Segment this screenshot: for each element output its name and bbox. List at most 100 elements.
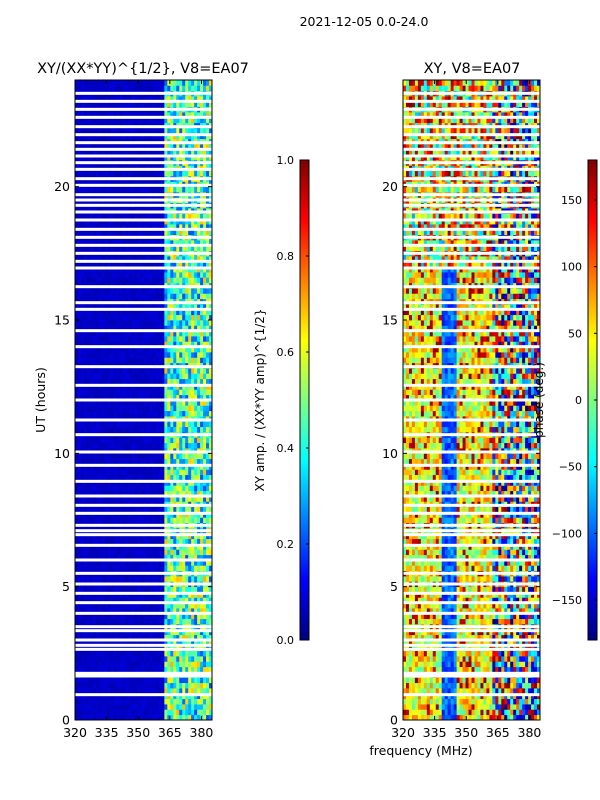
heatmap-cell: [179, 496, 183, 502]
heatmap-cell: [83, 496, 88, 502]
heatmap-cell: [128, 368, 132, 374]
heatmap-cell: [170, 634, 174, 641]
heatmap-cell: [146, 688, 150, 694]
heatmap-cell: [194, 597, 198, 604]
heatmap-cell: [92, 240, 97, 246]
heatmap-cell: [197, 256, 201, 262]
heatmap-cell: [155, 218, 159, 225]
heatmap-cell: [113, 618, 118, 625]
heatmap-cell: [113, 538, 118, 545]
heatmap-cell: [179, 586, 183, 593]
heatmap-cell: [83, 437, 88, 444]
heatmap-cell: [185, 261, 189, 268]
heatmap-cell: [137, 490, 141, 497]
heatmap-cell: [101, 224, 106, 230]
heatmap-cell: [155, 714, 159, 721]
heatmap-cell: [119, 266, 124, 273]
heatmap-cell: [89, 352, 94, 358]
heatmap-cell: [98, 336, 103, 342]
heatmap-cell: [89, 218, 94, 225]
heatmap-cell: [80, 368, 85, 374]
heatmap-cell: [191, 549, 195, 556]
heatmap-cell: [140, 304, 144, 310]
heatmap-cell: [161, 149, 165, 156]
heatmap-cell: [185, 426, 189, 433]
heatmap-cell: [140, 405, 144, 412]
heatmap-cell: [131, 325, 135, 332]
heatmap-cell: [83, 474, 88, 481]
heatmap-cell: [107, 656, 112, 662]
heatmap-cell: [107, 602, 112, 609]
heatmap-cell: [188, 480, 192, 486]
heatmap-cell: [134, 261, 138, 268]
heatmap-cell: [152, 640, 156, 646]
heatmap-cell: [122, 544, 127, 550]
heatmap-cell: [134, 373, 138, 380]
heatmap-cell: [209, 506, 213, 513]
heatmap-cell: [179, 608, 183, 614]
heatmap-cell: [101, 597, 106, 604]
heatmap-cell: [143, 144, 147, 150]
heatmap-cell: [200, 218, 204, 225]
heatmap-cell: [107, 154, 112, 161]
heatmap-cell: [92, 426, 97, 433]
heatmap-cell: [185, 704, 189, 710]
heatmap-cell: [161, 608, 165, 614]
heatmap-cell: [161, 352, 165, 358]
heatmap-cell: [95, 602, 100, 609]
heatmap-cell: [98, 634, 103, 641]
heatmap-cell: [107, 218, 112, 225]
heatmap-cell: [170, 272, 174, 278]
heatmap-cell: [131, 608, 135, 614]
heatmap-cell: [119, 597, 124, 604]
heatmap-cell: [191, 330, 195, 337]
heatmap-cell: [206, 357, 210, 364]
heatmap-cell: [137, 682, 141, 689]
heatmap-cell: [182, 400, 186, 406]
heatmap-cell: [161, 544, 165, 550]
heatmap-cell: [185, 677, 189, 684]
heatmap-cell: [173, 170, 177, 177]
page-title: 2021-12-05 0.0-24.0: [300, 14, 429, 29]
heatmap-cell: [173, 410, 177, 417]
heatmap-cell: [113, 186, 118, 193]
heatmap-cell: [173, 144, 177, 150]
heatmap-cell: [191, 560, 195, 566]
heatmap-cell: [191, 704, 195, 710]
heatmap-cell: [83, 464, 88, 470]
heatmap-cell: [194, 325, 198, 332]
heatmap-cell: [134, 186, 138, 193]
heatmap-cell: [158, 384, 162, 390]
heatmap-cell: [77, 469, 82, 476]
heatmap-cell: [116, 490, 121, 497]
heatmap-cell: [203, 496, 207, 502]
heatmap-cell: [188, 341, 192, 348]
heatmap-cell: [86, 266, 91, 273]
heatmap-cell: [80, 549, 85, 556]
heatmap-cell: [75, 682, 79, 689]
heatmap-cell: [134, 496, 138, 502]
heatmap-cell: [149, 485, 153, 492]
heatmap-cell: [197, 597, 201, 604]
heatmap-cell: [182, 378, 186, 385]
heatmap-cell: [104, 224, 109, 230]
heatmap-cell: [125, 442, 130, 449]
heatmap-cell: [80, 330, 85, 337]
heatmap-cell: [140, 229, 144, 236]
heatmap-cell: [107, 698, 112, 705]
heatmap-cell: [185, 661, 189, 668]
heatmap-cell: [191, 256, 195, 262]
heatmap-cell: [158, 394, 162, 401]
heatmap-cell: [149, 549, 153, 556]
heatmap-cell: [75, 469, 79, 476]
heatmap-cell: [173, 618, 177, 625]
heatmap-cell: [77, 554, 82, 561]
heatmap-cell: [167, 240, 171, 246]
heatmap-cell: [77, 586, 82, 593]
heatmap-cell: [125, 512, 130, 518]
heatmap-cell: [176, 485, 180, 492]
heatmap-cell: [170, 288, 174, 294]
heatmap-cell: [122, 309, 127, 316]
heatmap-cell: [158, 256, 162, 262]
heatmap-cell: [152, 656, 156, 662]
